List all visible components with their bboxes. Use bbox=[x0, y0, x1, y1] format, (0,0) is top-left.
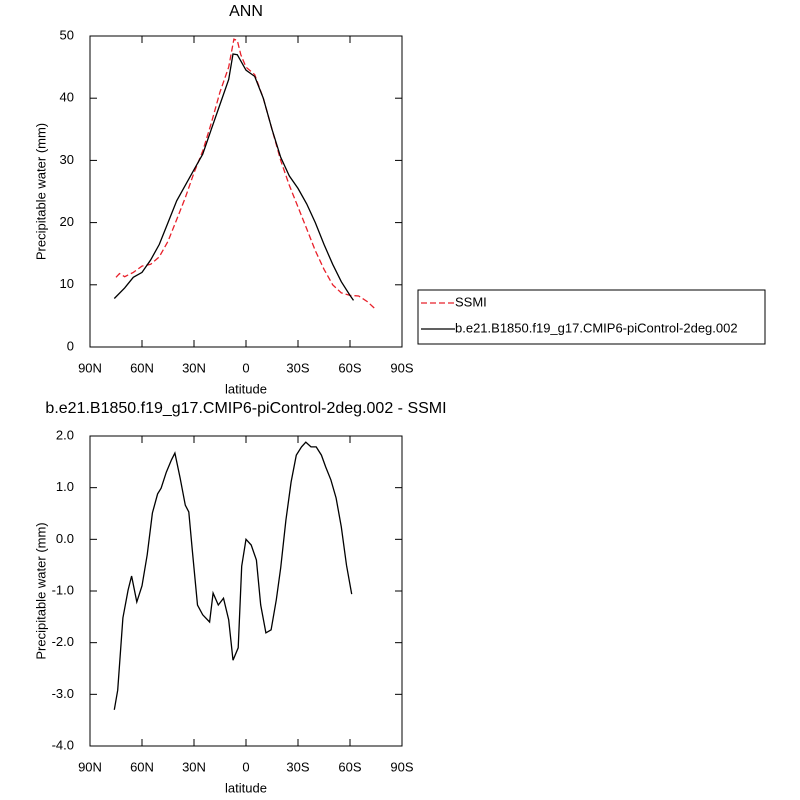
x-tick-label: 30N bbox=[182, 360, 206, 375]
x-tick-label: 60S bbox=[338, 759, 361, 774]
legend-box bbox=[417, 289, 766, 345]
y-tick-label: 30 bbox=[60, 152, 74, 167]
legend-label: SSMI bbox=[455, 294, 487, 309]
y-tick-label: 40 bbox=[60, 90, 74, 105]
x-tick-label: 90S bbox=[390, 759, 413, 774]
x-tick-label: 90N bbox=[78, 759, 102, 774]
x-tick-label: 90S bbox=[390, 360, 413, 375]
y-tick-label: 20 bbox=[60, 214, 74, 229]
y-tick-label: -2.0 bbox=[52, 634, 74, 649]
x-tick-label: 30N bbox=[182, 759, 206, 774]
y-axis-label: Precipitable water (mm) bbox=[33, 522, 48, 659]
data-line bbox=[113, 441, 353, 710]
y-tick-label: 1.0 bbox=[56, 479, 74, 494]
y-tick-label: 0.0 bbox=[56, 531, 74, 546]
x-tick-label: 90N bbox=[78, 360, 102, 375]
y-tick-label: -1.0 bbox=[52, 582, 74, 597]
plot-frame bbox=[89, 35, 403, 348]
y-tick-label: -3.0 bbox=[52, 686, 74, 701]
y-tick-label: -4.0 bbox=[52, 737, 74, 752]
x-tick-label: 0 bbox=[242, 360, 249, 375]
legend-label: b.e21.B1850.f19_g17.CMIP6-piControl-2deg… bbox=[455, 320, 738, 335]
x-tick-label: 60N bbox=[130, 360, 154, 375]
plot-frame bbox=[89, 435, 403, 747]
y-tick-label: 2.0 bbox=[56, 427, 74, 442]
y-tick-label: 50 bbox=[60, 27, 74, 42]
x-axis-label: latitude bbox=[225, 780, 267, 795]
x-tick-label: 60S bbox=[338, 360, 361, 375]
x-tick-label: 30S bbox=[286, 360, 309, 375]
chart-title: ANN bbox=[229, 3, 263, 20]
y-tick-label: 10 bbox=[60, 276, 74, 291]
x-tick-label: 60N bbox=[130, 759, 154, 774]
x-tick-label: 30S bbox=[286, 759, 309, 774]
data-line bbox=[113, 53, 355, 301]
chart-title: b.e21.B1850.f19_g17.CMIP6-piControl-2deg… bbox=[45, 400, 446, 417]
x-tick-label: 0 bbox=[242, 759, 249, 774]
y-axis-label: Precipitable water (mm) bbox=[33, 123, 48, 260]
data-line bbox=[115, 38, 377, 311]
y-tick-label: 0 bbox=[67, 338, 74, 353]
x-axis-label: latitude bbox=[225, 381, 267, 396]
